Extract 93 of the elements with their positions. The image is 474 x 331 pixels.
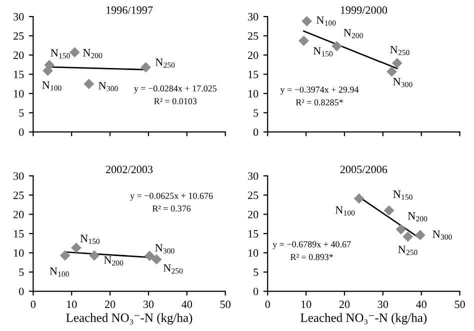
point — [60, 250, 70, 261]
y-tick-label: 5 — [19, 109, 24, 117]
y-tick-label: 5 — [254, 268, 258, 276]
annotation: R² = 0.893* — [290, 254, 333, 260]
annotation: N$_{150}$ — [313, 47, 333, 56]
x-tick-label: 10 — [67, 300, 77, 308]
annotation: N$_{250}$ — [390, 46, 410, 56]
annotation: N$_{150}$ — [80, 234, 100, 244]
y-tick-label: 10 — [14, 249, 24, 257]
x-tick-label: 30 — [378, 300, 388, 308]
y-tick-label: 30 — [248, 13, 258, 21]
y-tick-label: 0 — [19, 288, 24, 296]
y-tick-label: 10 — [248, 249, 258, 257]
point — [89, 250, 100, 261]
point — [354, 193, 364, 204]
point — [415, 230, 426, 240]
y-tick-label: 15 — [248, 70, 258, 78]
annotation: N$_{150}$ — [50, 49, 70, 58]
x-tick-label: 20 — [339, 300, 350, 308]
y-tick-label: 15 — [14, 70, 24, 78]
chart-title: 2005/2006 — [340, 166, 388, 174]
annotation: y = −0.3974x + 29.94 — [280, 86, 359, 95]
annotation: R² = 0.8285* — [296, 99, 343, 106]
annotation: R² = 0.0103 — [154, 98, 197, 104]
annotation: N$_{200}$ — [104, 256, 124, 266]
chart-title: 1999/2000 — [340, 6, 388, 14]
annotation: N$_{100}$ — [50, 268, 69, 277]
y-tick-label: 15 — [14, 230, 24, 238]
point — [332, 40, 342, 52]
annotation: N$_{200}$ — [408, 212, 428, 222]
y-tick-label: 20 — [248, 210, 258, 218]
point — [44, 60, 55, 70]
x-axis-title: Leached NO₃⁻-N (kg/ha) — [66, 313, 192, 325]
annotation: N$_{300}$ — [98, 82, 118, 92]
x-tick-label: 30 — [143, 300, 154, 308]
y-tick-label: 30 — [14, 13, 24, 21]
y-tick-label: 10 — [14, 90, 24, 98]
y-tick-label: 20 — [14, 51, 24, 59]
point — [144, 250, 155, 262]
y-tick-label: 0 — [253, 128, 258, 136]
chart-title: 2002/2003 — [106, 166, 153, 174]
y-tick-label: 10 — [248, 90, 258, 98]
x-tick-label: 50 — [220, 300, 230, 308]
annotation: N$_{100}$ — [42, 81, 62, 91]
x-tick-label: 10 — [301, 300, 312, 308]
y-tick-label: 25 — [248, 32, 258, 40]
annotation: R² = 0.376 — [152, 205, 191, 212]
annotation: N$_{100}$ — [335, 206, 355, 216]
annotation: y = −0.0284x + 17.025 — [134, 85, 217, 94]
y-tick-label: 5 — [19, 268, 24, 276]
point — [302, 16, 312, 26]
point — [298, 36, 309, 46]
annotation: N$_{250}$ — [163, 264, 183, 274]
chart-title: 1996/1997 — [106, 6, 153, 14]
x-tick-label: 20 — [104, 300, 116, 308]
point — [84, 78, 94, 90]
y-tick-label: 30 — [14, 172, 24, 180]
x-tick-label: 0 — [265, 300, 270, 308]
y-tick-label: 25 — [248, 192, 258, 200]
point — [384, 205, 394, 216]
y-tick-label: 20 — [14, 210, 24, 218]
point — [151, 254, 162, 265]
annotation: N$_{200}$ — [344, 29, 363, 38]
y-tick-label: 25 — [14, 32, 24, 40]
annotation: N$_{200}$ — [83, 49, 102, 58]
annotation: y = −0.6789x + 40.67 — [272, 241, 351, 250]
annotation: N$_{300}$ — [432, 230, 452, 240]
x-tick-label: 40 — [416, 300, 426, 308]
point — [396, 224, 406, 235]
point — [392, 58, 402, 68]
annotation: N$_{300}$ — [393, 78, 412, 88]
y-tick-label: 5 — [254, 109, 258, 117]
y-tick-label: 20 — [248, 51, 258, 59]
annotation: y = −0.0625x + 10.676 — [130, 192, 213, 201]
annotation: N$_{150}$ — [393, 190, 412, 200]
point — [386, 66, 397, 77]
annotation: N$_{300}$ — [155, 244, 174, 254]
annotation: N$_{250}$ — [155, 58, 175, 68]
point — [140, 62, 151, 73]
x-tick-label: 0 — [30, 300, 36, 308]
point — [71, 242, 82, 253]
y-tick-label: 30 — [248, 172, 258, 180]
point — [69, 47, 80, 58]
x-axis-title: Leached NO₃⁻-N (kg/ha) — [300, 313, 427, 325]
y-tick-label: 0 — [253, 288, 258, 296]
annotation: N$_{100}$ — [316, 16, 336, 26]
annotation: N$_{250}$ — [398, 246, 418, 256]
y-tick-label: 25 — [14, 192, 24, 200]
point — [402, 231, 414, 242]
y-tick-label: 0 — [19, 128, 24, 136]
x-tick-label: 50 — [454, 300, 465, 308]
x-tick-label: 40 — [182, 300, 192, 308]
y-tick-label: 15 — [248, 230, 258, 238]
